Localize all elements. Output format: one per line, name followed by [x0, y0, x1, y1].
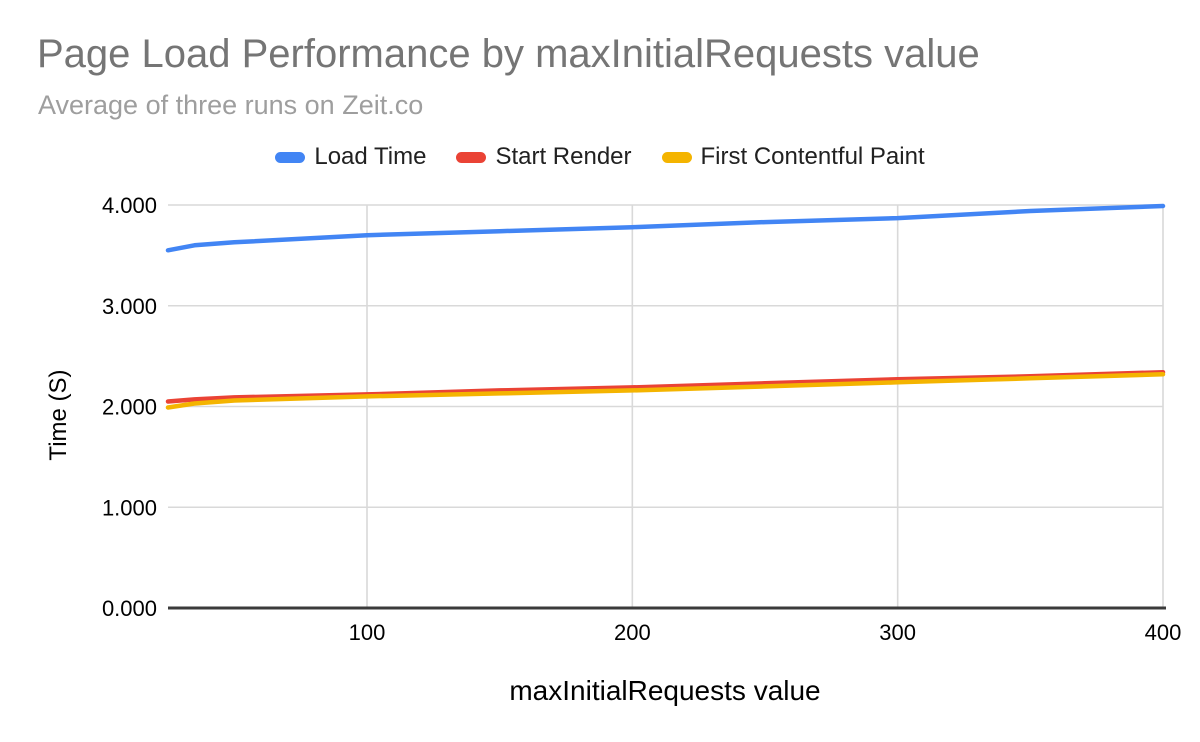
x-tick-label: 300 [879, 620, 916, 645]
x-axis-title: maxInitialRequests value [509, 675, 821, 706]
legend-label-load-time: Load Time [314, 143, 427, 170]
chart-subtitle: Average of three runs on Zeit.co [38, 90, 424, 120]
legend-item-first-contentful-paint: First Contentful Paint [661, 143, 925, 171]
y-tick-label: 4.000 [102, 193, 157, 218]
legend-swatch-start-render [456, 151, 487, 163]
legend-label-first-contentful-paint: First Contentful Paint [700, 143, 925, 170]
legend-swatch-first-contentful-paint [661, 151, 692, 163]
series-line-start-render [165, 369, 1166, 404]
y-tick-label: 1.000 [102, 495, 157, 520]
y-tick-label: 3.000 [102, 294, 157, 319]
y-tick-label: 0.000 [102, 596, 157, 621]
x-tick-label: 100 [349, 620, 386, 645]
legend-label-start-render: Start Render [495, 143, 632, 170]
series-line-load-time [165, 203, 1166, 253]
y-axis-title: Time (S) [45, 369, 72, 461]
legend: Load Time Start Render First Contentful Pa… [0, 142, 1200, 172]
x-tick-label: 400 [1145, 620, 1182, 645]
y-tick-label: 2.000 [102, 395, 157, 420]
legend-item-start-render: Start Render [456, 143, 632, 171]
legend-item-load-time: Load Time [275, 143, 426, 171]
legend-swatch-load-time [275, 151, 306, 163]
series-line-first-contentful-paint [165, 372, 1166, 410]
x-tick-label: 200 [614, 620, 651, 645]
chart-title: Page Load Performance by maxInitialReque… [37, 32, 980, 76]
